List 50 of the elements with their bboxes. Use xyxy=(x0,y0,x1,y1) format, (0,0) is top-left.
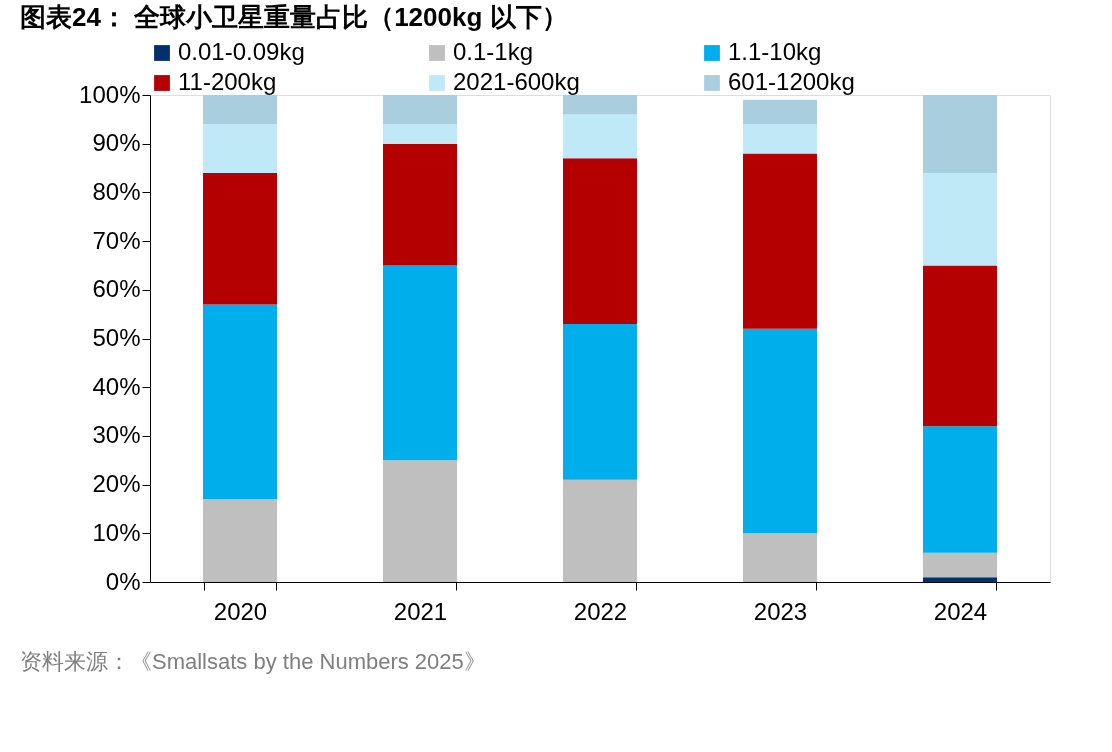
y-tick-label: 70% xyxy=(92,226,141,254)
y-tick-label: 100% xyxy=(79,80,141,108)
bar xyxy=(203,499,277,582)
chart-title: 图表24： 全球小卫星重量占比（1200kg 以下） xyxy=(20,2,568,32)
legend-label: 1.1-10kg xyxy=(728,38,822,65)
y-tick-label: 60% xyxy=(92,275,141,303)
legend-label: 0.01-0.09kg xyxy=(178,38,305,65)
bar xyxy=(563,95,637,115)
bar xyxy=(203,172,277,305)
bar xyxy=(743,99,817,125)
bar xyxy=(923,265,997,427)
bar xyxy=(383,265,457,461)
legend-label: 2021-600kg xyxy=(453,68,580,95)
x-tick-label: 2023 xyxy=(753,597,808,625)
bar xyxy=(743,328,817,534)
y-tick-label: 90% xyxy=(92,129,141,157)
y-tick-label: 80% xyxy=(92,177,141,205)
bar xyxy=(563,158,637,324)
bar xyxy=(743,533,817,582)
bar xyxy=(923,552,997,578)
bar xyxy=(743,124,817,154)
bar xyxy=(923,426,997,553)
bar xyxy=(923,95,997,173)
y-tick-label: 20% xyxy=(92,470,141,498)
bar xyxy=(923,172,997,266)
x-tick-label: 2024 xyxy=(933,597,988,625)
bar xyxy=(743,153,817,329)
bar xyxy=(383,143,457,266)
y-tick-label: 50% xyxy=(92,324,141,351)
y-tick-label: 10% xyxy=(92,518,141,546)
bar xyxy=(203,304,277,500)
bar xyxy=(203,95,277,125)
legend-label: 11-200kg xyxy=(178,68,277,95)
bar xyxy=(563,479,637,582)
legend-label: 0.1-1kg xyxy=(453,38,534,65)
y-tick-label: 30% xyxy=(92,421,141,449)
y-tick-label: 40% xyxy=(92,372,141,400)
bar xyxy=(383,95,457,125)
x-tick-label: 2020 xyxy=(213,597,268,625)
x-tick-label: 2022 xyxy=(573,597,628,625)
bar xyxy=(203,124,277,173)
bar xyxy=(383,124,457,144)
y-tick-label: 0% xyxy=(105,567,141,595)
bar xyxy=(383,460,457,582)
bar xyxy=(563,323,637,480)
bar xyxy=(923,577,997,582)
text: 资料来源：《Smallsats by the Numbers 2025》 xyxy=(20,649,486,674)
legend-label: 601-1200kg xyxy=(728,68,855,95)
x-tick-label: 2021 xyxy=(393,597,448,625)
bar xyxy=(563,114,637,159)
